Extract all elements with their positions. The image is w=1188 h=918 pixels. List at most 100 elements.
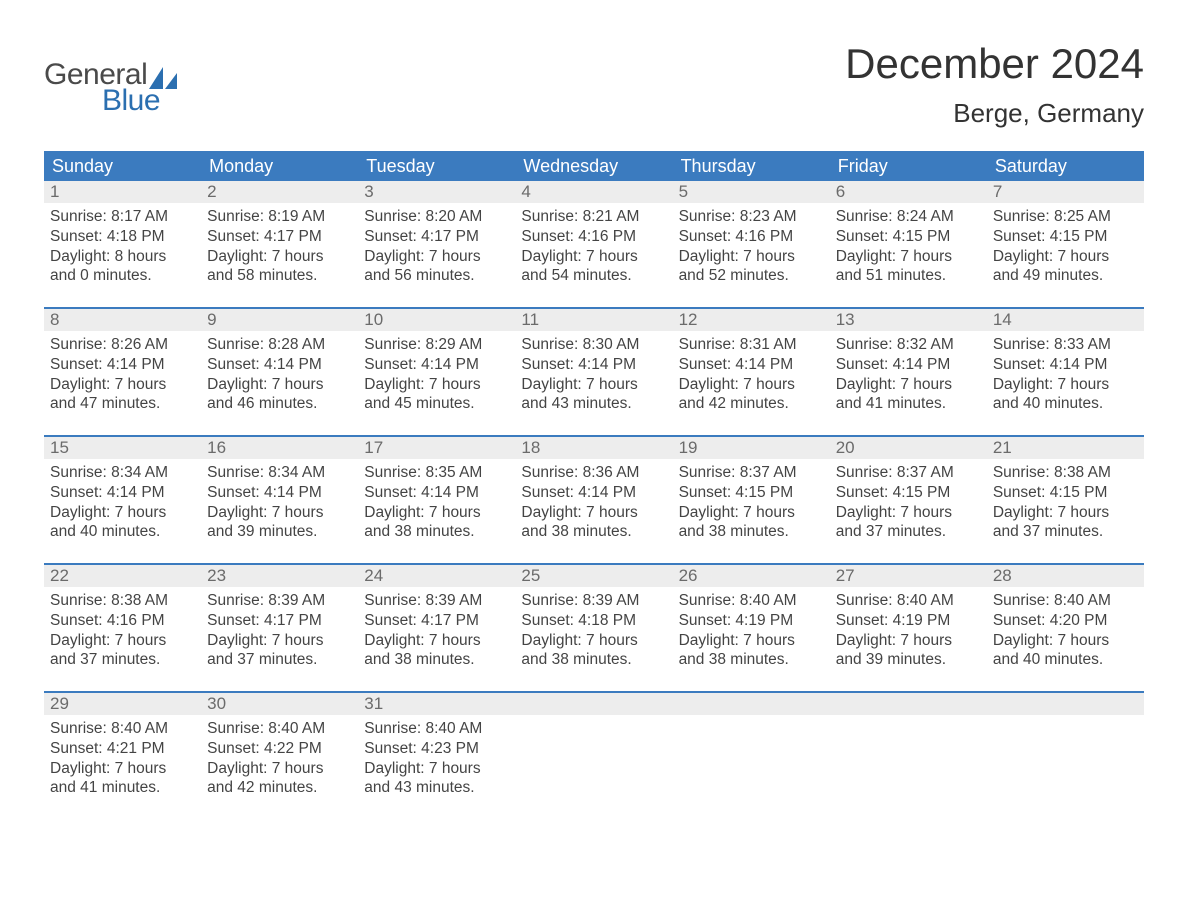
daylight-line-2: and 38 minutes. — [679, 650, 824, 670]
day-body: Sunrise: 8:38 AMSunset: 4:15 PMDaylight:… — [987, 459, 1144, 542]
logo: General Blue — [44, 58, 177, 118]
day-number-row — [515, 693, 672, 715]
day-number: 31 — [364, 694, 383, 714]
daylight-line-2: and 38 minutes. — [364, 522, 509, 542]
day-body: Sunrise: 8:31 AMSunset: 4:14 PMDaylight:… — [673, 331, 830, 414]
day-body: Sunrise: 8:40 AMSunset: 4:22 PMDaylight:… — [201, 715, 358, 798]
daylight-line-1: Daylight: 7 hours — [836, 247, 981, 267]
sunset-line: Sunset: 4:17 PM — [207, 227, 352, 247]
day-number: 24 — [364, 566, 383, 586]
daylight-line-1: Daylight: 7 hours — [364, 503, 509, 523]
daylight-line-1: Daylight: 7 hours — [836, 375, 981, 395]
daylight-line-1: Daylight: 7 hours — [207, 375, 352, 395]
sunrise-line: Sunrise: 8:32 AM — [836, 335, 981, 355]
daylight-line-1: Daylight: 7 hours — [521, 631, 666, 651]
weekday-header: Tuesday — [358, 156, 515, 177]
page-header: General Blue December 2024 Berge, German… — [44, 40, 1144, 129]
day-number: 16 — [207, 438, 226, 458]
sunrise-line: Sunrise: 8:40 AM — [207, 719, 352, 739]
sunrise-line: Sunrise: 8:25 AM — [993, 207, 1138, 227]
day-body: Sunrise: 8:40 AMSunset: 4:20 PMDaylight:… — [987, 587, 1144, 670]
sunset-line: Sunset: 4:14 PM — [50, 483, 195, 503]
day-body: Sunrise: 8:20 AMSunset: 4:17 PMDaylight:… — [358, 203, 515, 286]
daylight-line-2: and 37 minutes. — [993, 522, 1138, 542]
sunset-line: Sunset: 4:19 PM — [836, 611, 981, 631]
day-cell — [830, 693, 987, 819]
sunset-line: Sunset: 4:14 PM — [521, 483, 666, 503]
sunrise-line: Sunrise: 8:21 AM — [521, 207, 666, 227]
daylight-line-2: and 58 minutes. — [207, 266, 352, 286]
day-number-row: 26 — [673, 565, 830, 587]
day-number-row: 2 — [201, 181, 358, 203]
daylight-line-2: and 39 minutes. — [207, 522, 352, 542]
daylight-line-1: Daylight: 7 hours — [679, 503, 824, 523]
sunrise-line: Sunrise: 8:40 AM — [993, 591, 1138, 611]
weekday-header: Saturday — [987, 156, 1144, 177]
daylight-line-1: Daylight: 7 hours — [679, 247, 824, 267]
day-body: Sunrise: 8:40 AMSunset: 4:23 PMDaylight:… — [358, 715, 515, 798]
day-body: Sunrise: 8:25 AMSunset: 4:15 PMDaylight:… — [987, 203, 1144, 286]
daylight-line-2: and 37 minutes. — [207, 650, 352, 670]
weekday-header: Friday — [830, 156, 987, 177]
sunrise-line: Sunrise: 8:37 AM — [679, 463, 824, 483]
day-cell: 2Sunrise: 8:19 AMSunset: 4:17 PMDaylight… — [201, 181, 358, 307]
sunrise-line: Sunrise: 8:31 AM — [679, 335, 824, 355]
sunset-line: Sunset: 4:18 PM — [50, 227, 195, 247]
daylight-line-2: and 37 minutes. — [50, 650, 195, 670]
day-cell: 6Sunrise: 8:24 AMSunset: 4:15 PMDaylight… — [830, 181, 987, 307]
day-number: 26 — [679, 566, 698, 586]
day-cell: 23Sunrise: 8:39 AMSunset: 4:17 PMDayligh… — [201, 565, 358, 691]
day-cell: 1Sunrise: 8:17 AMSunset: 4:18 PMDaylight… — [44, 181, 201, 307]
day-cell: 19Sunrise: 8:37 AMSunset: 4:15 PMDayligh… — [673, 437, 830, 563]
daylight-line-2: and 41 minutes. — [836, 394, 981, 414]
daylight-line-2: and 43 minutes. — [364, 778, 509, 798]
daylight-line-1: Daylight: 7 hours — [364, 759, 509, 779]
weekday-header: Monday — [201, 156, 358, 177]
day-number-row: 15 — [44, 437, 201, 459]
day-body: Sunrise: 8:40 AMSunset: 4:19 PMDaylight:… — [673, 587, 830, 670]
daylight-line-2: and 46 minutes. — [207, 394, 352, 414]
day-number: 17 — [364, 438, 383, 458]
daylight-line-1: Daylight: 8 hours — [50, 247, 195, 267]
weekday-header: Thursday — [673, 156, 830, 177]
daylight-line-1: Daylight: 7 hours — [50, 375, 195, 395]
day-number-row: 8 — [44, 309, 201, 331]
daylight-line-2: and 52 minutes. — [679, 266, 824, 286]
sunrise-line: Sunrise: 8:20 AM — [364, 207, 509, 227]
daylight-line-1: Daylight: 7 hours — [993, 503, 1138, 523]
sunset-line: Sunset: 4:18 PM — [521, 611, 666, 631]
day-body: Sunrise: 8:39 AMSunset: 4:18 PMDaylight:… — [515, 587, 672, 670]
day-cell: 30Sunrise: 8:40 AMSunset: 4:22 PMDayligh… — [201, 693, 358, 819]
day-number-row: 28 — [987, 565, 1144, 587]
sunset-line: Sunset: 4:14 PM — [207, 355, 352, 375]
sunset-line: Sunset: 4:14 PM — [836, 355, 981, 375]
day-cell: 12Sunrise: 8:31 AMSunset: 4:14 PMDayligh… — [673, 309, 830, 435]
day-number-row: 6 — [830, 181, 987, 203]
day-number-row: 12 — [673, 309, 830, 331]
day-cell: 17Sunrise: 8:35 AMSunset: 4:14 PMDayligh… — [358, 437, 515, 563]
day-number-row: 11 — [515, 309, 672, 331]
daylight-line-2: and 47 minutes. — [50, 394, 195, 414]
day-cell: 20Sunrise: 8:37 AMSunset: 4:15 PMDayligh… — [830, 437, 987, 563]
sunrise-line: Sunrise: 8:34 AM — [50, 463, 195, 483]
sunrise-line: Sunrise: 8:33 AM — [993, 335, 1138, 355]
daylight-line-1: Daylight: 7 hours — [679, 375, 824, 395]
day-number-row: 20 — [830, 437, 987, 459]
day-body: Sunrise: 8:35 AMSunset: 4:14 PMDaylight:… — [358, 459, 515, 542]
day-number-row: 19 — [673, 437, 830, 459]
week-row: 22Sunrise: 8:38 AMSunset: 4:16 PMDayligh… — [44, 563, 1144, 691]
day-number: 14 — [993, 310, 1012, 330]
day-cell: 15Sunrise: 8:34 AMSunset: 4:14 PMDayligh… — [44, 437, 201, 563]
day-number: 19 — [679, 438, 698, 458]
daylight-line-1: Daylight: 7 hours — [364, 247, 509, 267]
day-number-row: 22 — [44, 565, 201, 587]
daylight-line-2: and 42 minutes. — [679, 394, 824, 414]
day-number: 12 — [679, 310, 698, 330]
day-number: 9 — [207, 310, 216, 330]
day-cell: 13Sunrise: 8:32 AMSunset: 4:14 PMDayligh… — [830, 309, 987, 435]
daylight-line-1: Daylight: 7 hours — [207, 247, 352, 267]
day-number-row: 3 — [358, 181, 515, 203]
sunset-line: Sunset: 4:14 PM — [679, 355, 824, 375]
sunrise-line: Sunrise: 8:28 AM — [207, 335, 352, 355]
day-cell: 9 Sunrise: 8:28 AMSunset: 4:14 PMDaylight… — [201, 309, 358, 435]
